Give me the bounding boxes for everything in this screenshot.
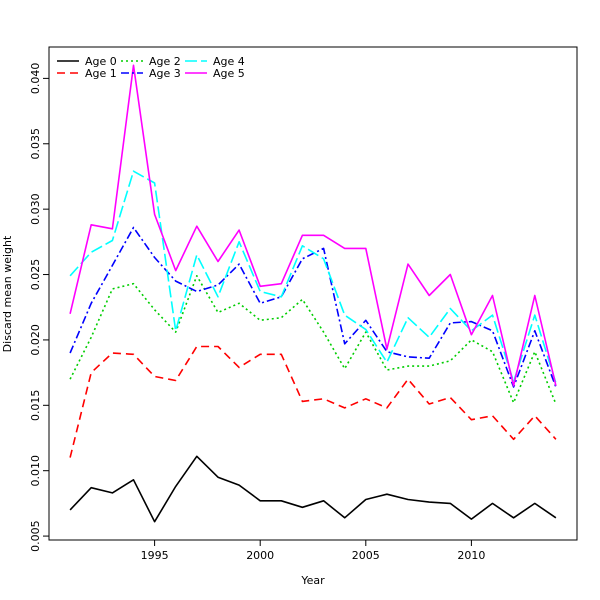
legend-label: Age 3	[149, 67, 181, 80]
x-axis: 1995 2000 2005 2010	[141, 539, 485, 562]
y-axis: 0.005 0.010 0.015 0.020 0.025 0.030 0.035 0.040	[29, 63, 50, 552]
series-line-age-5	[69, 64, 557, 387]
series-line-age-4	[69, 170, 557, 384]
y-tick-label: 0.010	[29, 455, 42, 487]
x-tick-label: 2000	[246, 549, 274, 562]
x-tick-label: 2010	[457, 549, 485, 562]
y-tick-label: 0.020	[29, 324, 42, 356]
y-tick-label: 0.025	[29, 259, 42, 291]
series-layer	[69, 64, 557, 523]
y-axis-title: Discard mean weight	[1, 235, 14, 352]
legend-label: Age 1	[85, 67, 117, 80]
series-line-age-0	[69, 455, 557, 523]
x-tick-label: 2005	[352, 549, 380, 562]
legend-label: Age 5	[213, 67, 245, 80]
legend-label: Age 0	[85, 55, 117, 68]
legend-label: Age 2	[149, 55, 181, 68]
series-line-age-1	[69, 345, 557, 458]
y-tick-label: 0.030	[29, 193, 42, 225]
legend-label: Age 4	[213, 55, 245, 68]
x-axis-title: Year	[300, 574, 325, 587]
y-tick-label: 0.015	[29, 390, 42, 422]
x-tick-label: 1995	[141, 549, 169, 562]
y-tick-label: 0.005	[29, 520, 42, 552]
plot-frame	[48, 46, 578, 541]
series-line-age-3	[69, 226, 557, 388]
y-tick-label: 0.040	[29, 63, 42, 95]
y-tick-label: 0.035	[29, 128, 42, 160]
series-line-age-2	[69, 274, 557, 405]
